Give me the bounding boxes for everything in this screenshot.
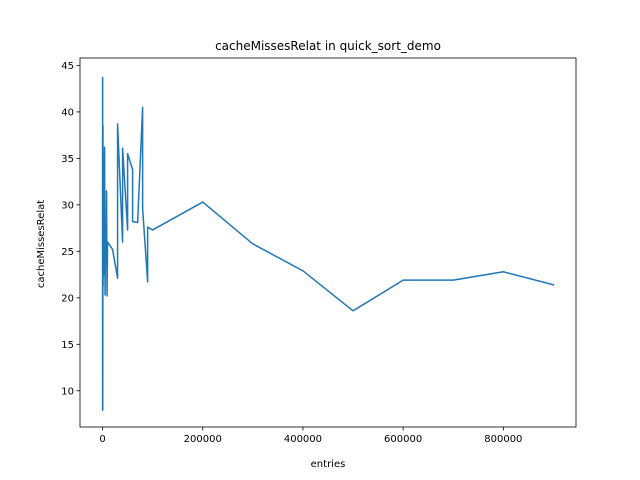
x-tick-label: 800000	[484, 434, 522, 445]
chart-title: cacheMissesRelat in quick_sort_demo	[215, 39, 441, 53]
y-tick-label: 35	[61, 154, 74, 165]
y-tick-label: 15	[61, 340, 74, 351]
x-tick-label: 200000	[184, 434, 222, 445]
y-tick-label: 20	[61, 293, 74, 304]
y-tick-label: 25	[61, 247, 74, 258]
plot-area: 0 200000 400000 600000 800000 10 15 20 25 30 35 40 4…	[61, 57, 577, 445]
x-tick-label: 0	[99, 434, 105, 445]
axes-frame	[79, 57, 577, 428]
y-tick-label: 10	[61, 386, 74, 397]
y-axis-label: cacheMissesRelat	[36, 200, 47, 288]
x-axis-label: entries	[311, 459, 346, 470]
series-line-0	[101, 76, 555, 412]
y-tick-label: 40	[61, 107, 74, 118]
y-tick-label: 30	[61, 200, 74, 211]
x-tick-label: 400000	[284, 434, 322, 445]
y-tick-label: 45	[61, 61, 74, 72]
x-tick-label: 600000	[384, 434, 422, 445]
